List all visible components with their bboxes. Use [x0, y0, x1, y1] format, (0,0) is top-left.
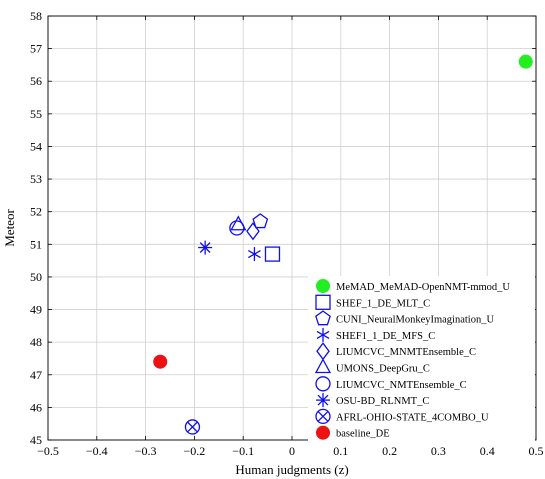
data-point-2 [264, 246, 281, 262]
y-tick-label: 50 [30, 270, 42, 284]
legend-entry-label: LIUMCVC_NMTEnsemble_C [336, 380, 467, 391]
legend-symbol-3-shape [315, 310, 331, 326]
axis-ticks: −0.5 −0.4 −0.3 −0.2 −0.1 0 0.1 0.2 0.3 0.4 0.5 45 46… [30, 9, 544, 458]
data-point-10 [153, 354, 168, 369]
legend-symbol-3 [315, 310, 331, 326]
legend-symbol-10 [316, 425, 330, 440]
y-tick-label: 55 [30, 107, 42, 121]
legend-symbol-8-stroke [317, 394, 329, 406]
data-point-8 [198, 240, 213, 255]
data-points [153, 54, 533, 435]
data-point-2-shape [264, 246, 281, 262]
data-point-9-shape [184, 419, 201, 435]
plot-frame [47, 15, 537, 441]
legend-symbol-9 [315, 408, 331, 425]
data-point-8-stroke [199, 242, 211, 253]
data-point-7 [229, 220, 245, 236]
y-tick-label: 53 [30, 172, 42, 186]
x-tick-label: 0.3 [431, 444, 446, 458]
legend-symbol-6-shape [314, 358, 332, 374]
y-tick-label: 51 [30, 237, 42, 251]
y-axis-label: Meteor [2, 209, 17, 247]
data-point-5-shape [246, 222, 260, 241]
legend-symbol-7-shape [315, 376, 331, 392]
data-point-10-shape [153, 354, 168, 369]
legend-entry-label: UMONS_DeepGru_C [336, 364, 430, 375]
x-tick-label: 0 [289, 444, 295, 458]
y-tick-label: 58 [30, 9, 42, 23]
legend-entry-label: SHEF_1_DE_MLT_C [336, 298, 430, 309]
x-tick-label: −0.1 [232, 444, 254, 458]
legend-entry-label: OSU-BD_RLNMT_C [336, 396, 429, 407]
legend-symbol-7 [315, 376, 331, 392]
legend-entry-label: AFRL-OHIO-STATE_4COMBO_U [336, 412, 489, 423]
legend-symbol-6 [314, 358, 332, 374]
data-point-3 [252, 213, 269, 229]
legend: MeMAD_MeMAD-OpenNMT-mmod_U SHEF_1_DE_MLT_… [308, 276, 535, 443]
legend-symbol-9-stroke [317, 410, 329, 422]
y-tick-label: 45 [30, 433, 42, 447]
y-tick-label: 57 [30, 42, 42, 56]
data-point-4-stroke [248, 250, 261, 259]
x-tick-label: −0.5 [37, 444, 59, 458]
legend-entry-label: SHEF1_1_DE_MFS_C [336, 331, 435, 342]
data-point-5 [246, 222, 260, 241]
y-tick-label: 54 [30, 139, 42, 153]
data-point-7-shape [229, 220, 245, 236]
y-tick-label: 46 [30, 400, 42, 414]
y-tick-label: 47 [30, 368, 42, 382]
legend-symbol-4 [316, 327, 330, 342]
y-tick-label: 49 [30, 303, 42, 317]
data-point-3-shape [252, 213, 269, 229]
data-point-1-shape [518, 54, 533, 69]
data-point-4 [248, 247, 261, 262]
legend-symbol-1-shape [316, 279, 330, 293]
x-tick-label: 0.5 [529, 444, 544, 458]
y-tick-label: 48 [30, 335, 42, 349]
legend-symbol-10-shape [316, 425, 330, 440]
x-axis-label: Human judgments (z) [235, 462, 348, 477]
legend-box [308, 276, 535, 443]
legend-entry-label: LIUMCVC_MNMTEnsemble_C [336, 347, 476, 358]
x-tick-label: −0.3 [135, 444, 157, 458]
legend-symbol-4-stroke [316, 330, 330, 339]
legend-symbol-2 [315, 294, 331, 310]
legend-symbol-9-shape [315, 408, 331, 425]
data-point-9 [184, 419, 201, 435]
legend-entry-label: MeMAD_MeMAD-OpenNMT-mmod_U [336, 282, 510, 293]
legend-symbol-8 [316, 393, 330, 408]
y-tick-label: 52 [30, 205, 42, 219]
legend-symbol-1 [316, 279, 330, 293]
data-point-1 [518, 54, 533, 69]
legend-entry-label: CUNI_NeuralMonkeyImagination_U [336, 315, 494, 326]
data-point-9-stroke [187, 421, 198, 433]
x-tick-label: 0.1 [333, 444, 348, 458]
x-tick-label: −0.2 [184, 444, 206, 458]
legend-symbol-2-shape [315, 294, 331, 310]
x-tick-label: 0.2 [382, 444, 397, 458]
x-tick-label: 0.4 [480, 444, 495, 458]
legend-entry-label: baseline_DE [336, 429, 390, 440]
x-tick-label: −0.4 [86, 444, 108, 458]
y-tick-label: 56 [30, 74, 42, 88]
